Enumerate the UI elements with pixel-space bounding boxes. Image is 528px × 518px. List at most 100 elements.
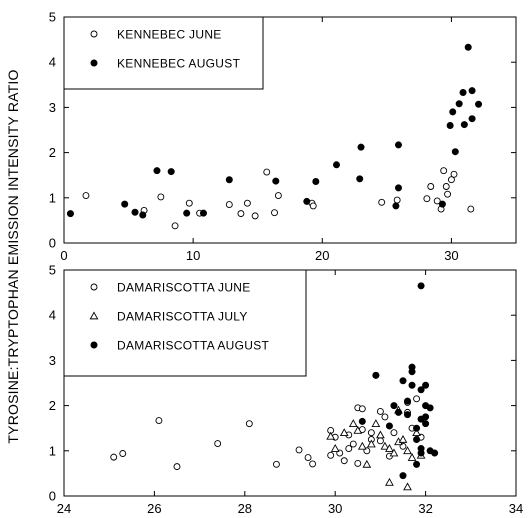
y-tick-label: 2 — [49, 145, 56, 160]
y-tick-label: 4 — [49, 308, 56, 323]
data-point — [468, 115, 476, 123]
data-point — [225, 176, 233, 184]
data-point — [214, 440, 222, 448]
data-point — [272, 177, 280, 185]
data-point — [394, 184, 402, 192]
data-point — [417, 282, 425, 290]
y-tick-label: 0 — [49, 489, 56, 504]
data-point — [356, 175, 364, 183]
data-point — [357, 143, 365, 151]
x-tick-label: 24 — [57, 501, 71, 516]
x-tick-label: 0 — [60, 248, 67, 263]
data-point — [358, 417, 366, 425]
data-point — [399, 472, 407, 480]
data-point — [348, 419, 358, 428]
data-point — [438, 200, 446, 208]
plot-frame — [63, 16, 517, 244]
data-point — [345, 445, 353, 452]
legend-box — [63, 16, 264, 90]
data-point — [390, 402, 398, 410]
data-point — [447, 176, 455, 184]
data-point — [376, 437, 384, 445]
x-tick-label: 32 — [418, 501, 432, 516]
legend: KENNEBEC JUNE KENNEBEC AUGUST — [63, 16, 264, 90]
data-point — [326, 431, 336, 440]
data-point — [110, 453, 118, 461]
data-point — [385, 444, 394, 452]
data-point — [366, 439, 376, 448]
data-point — [312, 178, 320, 186]
y-tick-label: 5 — [49, 263, 56, 278]
data-point — [171, 222, 179, 230]
data-point — [183, 209, 191, 217]
legend: DAMARISCOTTA JUNE DAMARISCOTTA JULY DAMARI… — [63, 269, 307, 377]
data-point — [372, 371, 380, 379]
y-tick-label: 4 — [49, 55, 56, 70]
data-point — [157, 193, 165, 201]
x-tick-label: 20 — [315, 248, 329, 263]
data-point — [389, 448, 399, 457]
data-point — [440, 167, 448, 175]
data-point — [185, 199, 193, 207]
data-point — [173, 463, 181, 471]
legend-marker — [90, 59, 98, 67]
data-point — [349, 440, 357, 448]
data-point — [367, 429, 375, 437]
data-point — [403, 446, 412, 455]
data-point — [243, 199, 251, 207]
data-point — [362, 459, 372, 468]
data-point — [381, 413, 389, 421]
data-point — [392, 202, 400, 210]
y-tick-label: 1 — [49, 443, 56, 458]
data-point — [251, 212, 259, 220]
data-point — [376, 408, 384, 415]
data-point — [353, 425, 363, 434]
data-point — [431, 449, 439, 457]
data-point — [413, 395, 421, 403]
data-point — [394, 141, 402, 149]
data-point — [274, 192, 282, 199]
data-point — [309, 202, 317, 210]
series-0 — [110, 371, 425, 471]
data-point — [412, 428, 421, 437]
legend-label: DAMARISCOTTA AUGUST — [117, 339, 270, 353]
data-point — [376, 430, 385, 439]
data-point — [390, 429, 398, 437]
x-tick-label: 30 — [328, 501, 342, 516]
data-point — [393, 196, 401, 204]
legend-marker — [89, 311, 99, 320]
data-point — [371, 419, 381, 428]
data-point — [167, 168, 175, 176]
legend-label: DAMARISCOTTA JUNE — [117, 281, 251, 295]
x-tick-label: 10 — [186, 248, 200, 263]
data-point — [413, 435, 421, 443]
data-point — [303, 197, 311, 205]
data-point — [357, 441, 367, 450]
x-tick-label: 26 — [147, 501, 161, 516]
data-point — [340, 457, 348, 465]
legend-box — [63, 269, 307, 377]
data-point — [427, 183, 435, 190]
data-point — [385, 422, 393, 430]
data-point — [460, 121, 468, 129]
data-point — [354, 460, 362, 467]
data-point — [422, 420, 430, 428]
data-point — [271, 209, 278, 217]
data-point — [404, 397, 412, 405]
data-point — [245, 420, 253, 428]
series-1 — [66, 43, 483, 219]
data-point — [237, 210, 245, 218]
data-point — [131, 208, 139, 216]
data-point — [263, 168, 271, 176]
legend-marker — [90, 341, 98, 349]
y-tick-label: 1 — [49, 190, 56, 205]
series-1 — [326, 405, 426, 491]
data-point — [295, 446, 303, 454]
data-point — [385, 477, 394, 486]
data-point — [153, 167, 161, 175]
data-point — [413, 424, 421, 432]
data-point — [119, 450, 127, 457]
data-point — [139, 211, 147, 219]
